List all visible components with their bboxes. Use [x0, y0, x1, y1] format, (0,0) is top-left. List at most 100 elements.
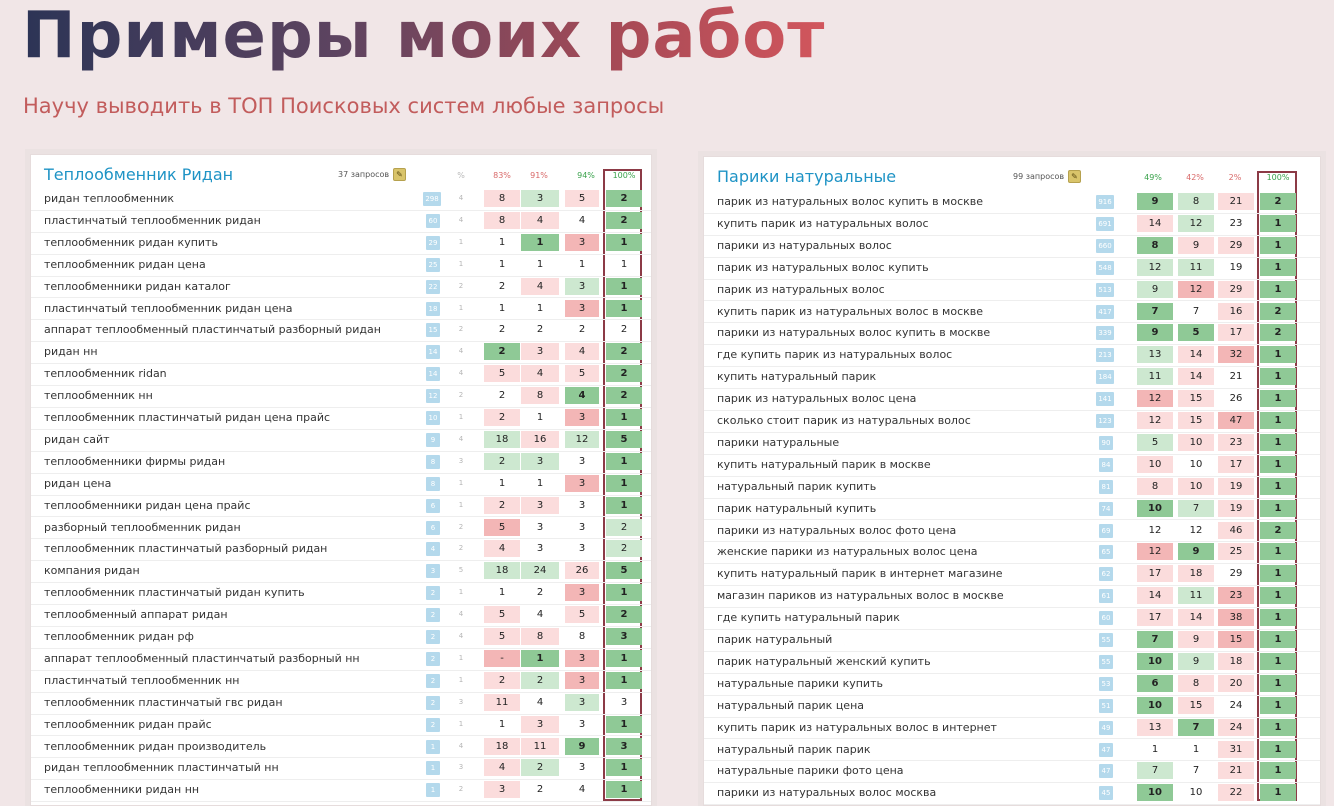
table-row[interactable]: натуральный парик купить 81 8 10 19 1 — [704, 476, 1320, 499]
keyword-text: парик из натуральных волос — [717, 282, 885, 296]
position-cell: 15 — [1218, 631, 1254, 648]
position-cell: 16 — [1218, 302, 1254, 320]
table-row[interactable]: теплообменник пластинчатый ридан цена пр… — [31, 407, 651, 430]
table-row[interactable]: теплообменник ridan 14 4 5 4 5 2 — [31, 363, 651, 387]
table-row[interactable]: парики натуральные 90 5 10 23 1 — [704, 432, 1320, 455]
position-cell: 14 — [1137, 214, 1173, 232]
table-row[interactable]: аппарат теплообменный пластинчатый разбо… — [31, 319, 651, 343]
position-cell: 3 — [565, 474, 599, 492]
position-cell: 5 — [565, 606, 599, 624]
table-row[interactable]: теплообменник ридан купить 29 1 1 1 3 1 — [31, 232, 651, 255]
table-row[interactable]: купить натуральный парик в москве 84 10 10 1… — [704, 454, 1320, 477]
table-row[interactable]: теплообменники ридан нн 1 2 3 2 4 1 — [31, 779, 651, 803]
position-cell: 3 — [521, 715, 559, 733]
position-cell: 1 — [606, 781, 642, 799]
position-cell: 2 — [521, 759, 559, 777]
position-cell: 3 — [606, 737, 642, 755]
position-cell: 5 — [1137, 433, 1173, 451]
table-row[interactable]: ридан сайт 9 4 18 16 12 5 — [31, 429, 651, 452]
table-row[interactable]: пластинчатый теплообменник ридан цена 18 1… — [31, 298, 651, 321]
table-row[interactable]: теплообменники ридан каталог 22 2 2 4 3 1 — [31, 276, 651, 299]
table-row[interactable]: аппарат теплообменный пластинчатый разбо… — [31, 648, 651, 671]
table-row[interactable]: теплообменник ридан цена 25 1 1 1 1 1 — [31, 254, 651, 277]
position-cell: 1 — [1260, 674, 1296, 692]
position-cell: 1 — [1260, 718, 1296, 736]
table-row[interactable]: парик натуральный женский купить 55 10 9 18 1 — [704, 651, 1320, 674]
table-row[interactable]: теплообменный аппарат ридан 2 4 5 4 5 2 — [31, 604, 651, 627]
search-volume-badge: 8 — [426, 454, 440, 469]
position-cell: 1 — [1260, 236, 1296, 254]
keyword-text: аппарат теплообменный пластинчатый разбо… — [44, 651, 360, 665]
table-row[interactable]: женские парики из натуральных волос цена… — [704, 541, 1320, 565]
table-row[interactable]: теплообменники ридан цена прайс 6 1 2 3 3 1 — [31, 495, 651, 518]
table-row[interactable]: теплообменник ридан прайс 2 1 1 3 3 1 — [31, 714, 651, 737]
table-row[interactable]: ридан нн 14 4 2 3 4 2 — [31, 341, 651, 365]
table-row[interactable]: натуральные парики купить 53 6 8 20 1 — [704, 673, 1320, 696]
table-row[interactable]: парик из натуральных волос купить в моск… — [704, 191, 1320, 214]
table-row[interactable]: натуральный парик цена 51 10 15 24 1 — [704, 695, 1320, 718]
position-cell: 3 — [578, 499, 586, 511]
table-row[interactable]: компания ридан 3 5 18 24 26 5 — [31, 560, 651, 584]
table-row[interactable]: натуральные парики фото цена 47 7 7 21 1 — [704, 760, 1320, 784]
table-row[interactable]: разборный теплообменник ридан 6 2 5 3 3 2 — [31, 517, 651, 540]
table-row[interactable]: ридан теплообменник 298 4 8 3 5 2 — [31, 188, 651, 211]
table-row[interactable]: где купить парик из натуральных волос 213… — [704, 344, 1320, 368]
table-row[interactable]: парик из натуральных волос купить 548 12 11… — [704, 257, 1320, 280]
frequency-cell: 1 — [458, 588, 464, 597]
table-row[interactable]: теплообменник ридан рф 2 4 5 8 8 3 — [31, 626, 651, 649]
table-row[interactable]: теплообменник ридан производитель 1 4 18 11 9… — [31, 736, 651, 759]
table-row[interactable]: теплообменник нн 12 2 2 8 4 2 — [31, 385, 651, 408]
table-row[interactable]: парики из натуральных волос москва 45 10 10… — [704, 782, 1320, 805]
pencil-icon[interactable]: ✎ — [393, 168, 406, 181]
table-row[interactable]: пластинчатый теплообменник ридан 60 4 8 4 4 2 — [31, 210, 651, 233]
position-cell: 2 — [484, 409, 520, 426]
table-row[interactable]: купить натуральный парик 184 11 14 21 1 — [704, 366, 1320, 390]
position-cell: 1 — [498, 258, 506, 270]
position-cell: 14 — [1137, 587, 1173, 605]
table-row[interactable]: парик натуральный 55 7 9 15 1 — [704, 629, 1320, 652]
position-cell: 31 — [1218, 740, 1254, 758]
position-cell: 15 — [1178, 696, 1214, 714]
position-cell: 12 — [1178, 280, 1214, 298]
table-row[interactable]: магазин париков из натуральных волос в м… — [704, 585, 1320, 609]
table-row[interactable]: парик из натуральных волос 513 9 12 29 1 — [704, 279, 1320, 302]
table-row[interactable]: теплообменник пластинчатый гвс ридан 2 3 11… — [31, 692, 651, 715]
position-cell: 1 — [1260, 543, 1296, 561]
table-row[interactable]: теплообменник пластинчатый разборный рид… — [31, 538, 651, 562]
table-row[interactable]: ридан теплообменник пластинчатый нн 1 3 4 2 3… — [31, 757, 651, 781]
table-row[interactable]: натуральный парик парик 47 1 1 31 1 — [704, 739, 1320, 762]
position-cell: 12 — [565, 430, 599, 448]
table-row[interactable]: парики из натуральных волос 660 8 9 29 1 — [704, 235, 1320, 258]
table-row[interactable]: купить парик из натуральных волос в моск… — [704, 301, 1320, 324]
table-row[interactable]: купить парик из натуральных волос в инте… — [704, 717, 1320, 740]
column-header: 49% — [1144, 173, 1162, 182]
position-cell: 1 — [606, 715, 642, 733]
table-row[interactable]: где купить натуральный парик 60 17 14 38 1 — [704, 607, 1320, 630]
position-cell: 1 — [1260, 368, 1296, 386]
position-cell: 2 — [498, 324, 506, 336]
keyword-text: пластинчатый теплообменник ридан цена — [44, 301, 293, 315]
table-row[interactable]: парик из натуральных волос цена 141 12 15 26… — [704, 388, 1320, 411]
table-row[interactable]: пластинчатый теплообменник нн 2 1 2 2 3 1 — [31, 670, 651, 693]
table-row[interactable]: купить парик из натуральных волос 691 14 12… — [704, 213, 1320, 236]
keyword-text: парик натуральный — [717, 633, 833, 646]
search-volume-badge: 123 — [1096, 414, 1114, 428]
position-cell: 8 — [1137, 236, 1173, 254]
position-cell: 9 — [1178, 236, 1214, 254]
table-row[interactable]: теплообменники фирмы ридан 8 3 2 3 3 1 — [31, 451, 651, 474]
table-row[interactable]: парики из натуральных волос фото цена 69 1… — [704, 520, 1320, 543]
position-cell: 23 — [1229, 217, 1243, 229]
position-cell: 5 — [484, 365, 520, 383]
table-row[interactable]: ридан цена 8 1 1 1 3 1 — [31, 473, 651, 496]
pencil-icon[interactable]: ✎ — [1068, 170, 1081, 183]
table-row[interactable]: теплообменник пластинчатый ридан купить 2… — [31, 582, 651, 606]
table-row[interactable]: сколько стоит парик из натуральных волос… — [704, 410, 1320, 433]
search-volume-badge: 513 — [1096, 282, 1114, 297]
position-cell: 3 — [521, 496, 559, 514]
table-row[interactable]: купить натуральный парик в интернет мага… — [704, 563, 1320, 587]
table-row[interactable]: парик натуральный купить 74 10 7 19 1 — [704, 498, 1320, 521]
search-volume-badge: 2 — [426, 608, 440, 623]
position-cell: 9 — [1178, 543, 1214, 561]
table-row[interactable]: парики из натуральных волос купить в мос… — [704, 322, 1320, 346]
position-cell: 4 — [521, 365, 559, 383]
